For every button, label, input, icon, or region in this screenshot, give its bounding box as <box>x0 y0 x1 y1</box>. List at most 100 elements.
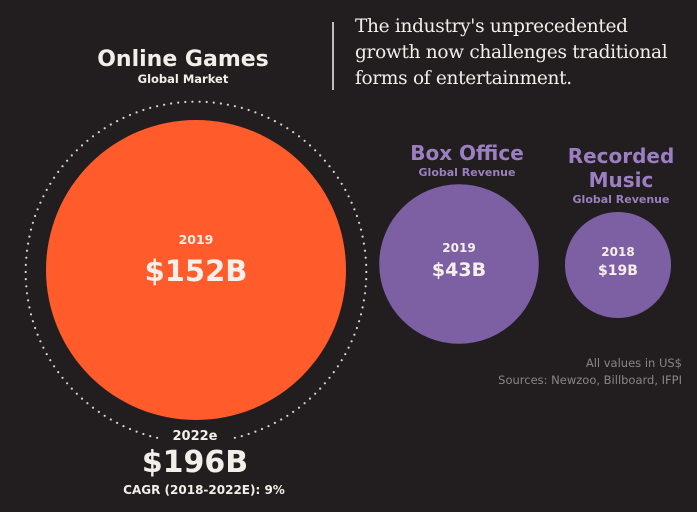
ring-dot <box>156 436 159 439</box>
ring-dot <box>292 131 295 134</box>
ring-dot <box>347 346 350 349</box>
ring-dot <box>177 101 180 104</box>
ring-dot <box>66 159 69 162</box>
ring-dot <box>75 392 78 395</box>
ring-dot <box>28 306 31 309</box>
sources-note: Sources: Newzoo, Billboard, IFPI <box>498 373 682 387</box>
ring-dot <box>358 221 361 224</box>
ring-dot <box>340 359 343 362</box>
ring-dot <box>149 435 152 438</box>
box-office-bubble <box>379 184 539 344</box>
ring-dot <box>355 214 358 218</box>
headline-divider <box>332 22 334 90</box>
box-office-subtitle: Global Revenue <box>419 166 516 179</box>
ring-dot <box>212 101 215 104</box>
ring-dot <box>97 410 100 413</box>
ring-dot <box>233 105 236 108</box>
ring-dot <box>86 139 89 142</box>
ring-dot <box>128 427 132 431</box>
ring-dot <box>29 228 33 231</box>
ring-dot <box>240 106 243 109</box>
ring-dot <box>353 208 356 211</box>
ring-dot <box>233 436 236 439</box>
ring-dot <box>365 270 368 274</box>
ring-dot <box>240 435 243 438</box>
ring-dot <box>358 320 361 323</box>
ring-dot <box>163 103 166 106</box>
ring-dot <box>364 256 367 259</box>
ring-dot <box>362 299 365 302</box>
box-office-title: Box Office <box>410 141 524 165</box>
music-year-label: 2018 <box>601 245 634 259</box>
ring-dot <box>365 263 368 266</box>
ring-dot <box>31 221 34 224</box>
ring-dot <box>286 414 289 417</box>
ring-dot <box>39 201 42 204</box>
ring-dot <box>49 182 52 185</box>
ring-dot <box>45 353 48 356</box>
ring-dot <box>260 427 264 431</box>
ring-dot <box>247 432 250 436</box>
ring-dot <box>70 154 73 157</box>
ring-dot <box>319 387 322 390</box>
ring-dot <box>25 285 28 288</box>
ring-dot <box>36 333 39 336</box>
ring-dot <box>314 149 317 152</box>
ring-dot <box>70 387 73 390</box>
ring-dot <box>323 159 326 162</box>
ring-dot <box>122 116 125 119</box>
ring-dot <box>332 371 335 374</box>
ring-dot <box>122 425 125 428</box>
games-subtitle: Global Market <box>138 72 229 86</box>
ring-dot <box>280 418 283 421</box>
ring-dot <box>297 406 301 409</box>
ring-dot <box>355 326 358 330</box>
ring-dot <box>53 176 56 179</box>
box-office-value-label: $43B <box>432 259 486 281</box>
ring-dot <box>273 421 276 424</box>
ring-dot <box>91 135 95 138</box>
ring-dot <box>286 127 289 130</box>
ring-dot <box>27 242 30 245</box>
ring-dot <box>86 402 89 405</box>
ring-dot <box>116 120 119 123</box>
ring-dot <box>267 425 270 428</box>
ring-dot <box>91 406 95 409</box>
ring-dot <box>219 102 222 105</box>
ring-dot <box>97 131 100 134</box>
ring-dot <box>25 249 29 252</box>
ring-dot <box>103 414 106 417</box>
ring-dot <box>297 135 301 138</box>
ring-dot <box>254 430 257 433</box>
ring-dot <box>53 365 56 368</box>
ring-dot <box>66 382 69 385</box>
ring-dot <box>363 249 367 252</box>
headline: The industry's unprecedented growth now … <box>355 16 668 89</box>
ring-dot <box>254 111 257 114</box>
ring-dot <box>328 376 331 379</box>
ring-dot <box>34 214 37 218</box>
ring-dot <box>184 100 187 104</box>
ring-dot <box>308 397 312 400</box>
ring-dot <box>142 108 145 112</box>
ring-dot <box>34 326 37 330</box>
ring-dot <box>24 263 27 266</box>
ring-dot <box>42 195 45 198</box>
ring-dot <box>344 353 347 356</box>
ring-dot <box>80 397 84 400</box>
ring-dot <box>42 346 45 349</box>
ring-dot <box>303 139 306 142</box>
ring-dot <box>328 165 331 168</box>
games-title: Online Games <box>97 47 269 72</box>
ring-dot <box>247 108 250 112</box>
ring-dot <box>362 242 365 245</box>
ring-dot <box>191 100 194 103</box>
ring-dot <box>25 292 29 295</box>
ring-dot <box>156 105 159 108</box>
ring-dot <box>267 116 270 119</box>
ring-dot <box>303 402 306 405</box>
ring-dot <box>103 127 106 130</box>
ring-dot <box>336 176 339 179</box>
ring-dot <box>336 365 339 368</box>
